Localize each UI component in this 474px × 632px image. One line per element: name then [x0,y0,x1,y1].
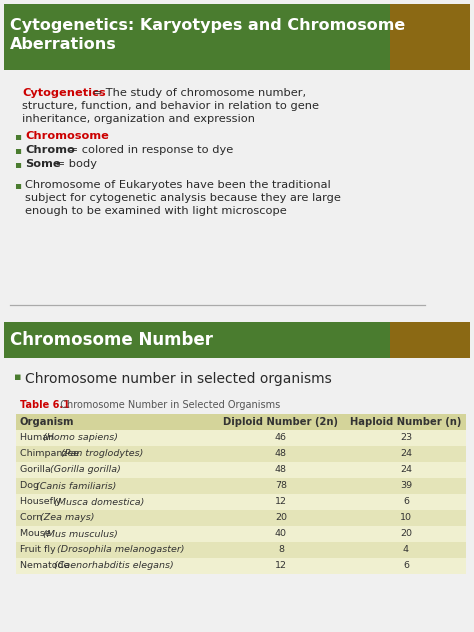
Text: Organism: Organism [20,417,74,427]
Text: Chromosome: Chromosome [25,131,109,141]
Text: Housefly: Housefly [20,497,64,506]
Text: Chromosome number in selected organisms: Chromosome number in selected organisms [25,372,332,386]
Text: (Gorilla gorilla): (Gorilla gorilla) [50,466,121,475]
Bar [16,494,466,510]
Text: Some: Some [25,159,61,169]
Text: = body: = body [52,159,97,169]
Bar [16,510,466,526]
Text: 4: 4 [403,545,409,554]
Bar [4,322,470,358]
Text: 39: 39 [400,482,412,490]
Text: Nematode: Nematode [20,561,73,571]
Text: 48: 48 [275,466,287,475]
Text: 78: 78 [275,482,287,490]
Text: Corn: Corn [20,513,45,523]
Text: 12: 12 [275,497,287,506]
Text: inheritance, organization and expression: inheritance, organization and expression [22,114,255,124]
Text: = The study of chromosome number,: = The study of chromosome number, [89,88,306,98]
Text: Dog: Dog [20,482,42,490]
Text: 20: 20 [275,513,287,523]
Text: 6: 6 [403,561,409,571]
Text: Gorilla: Gorilla [20,466,54,475]
Text: structure, function, and behavior in relation to gene: structure, function, and behavior in rel… [22,101,319,111]
Bar [16,446,466,462]
Text: Table 6.1: Table 6.1 [20,400,70,410]
Text: Diploid Number (2n): Diploid Number (2n) [224,417,338,427]
Text: 8: 8 [278,545,284,554]
Text: 20: 20 [400,530,412,538]
Text: Haploid Number (n): Haploid Number (n) [350,417,462,427]
Text: (Mus musculus): (Mus musculus) [43,530,118,538]
Text: (Drosophila melanogaster): (Drosophila melanogaster) [57,545,185,554]
Text: Cytogenetics: Karyotypes and Chromosome
Aberrations: Cytogenetics: Karyotypes and Chromosome … [10,18,405,52]
Text: (Zea mays): (Zea mays) [40,513,94,523]
Text: 6: 6 [403,497,409,506]
Text: 40: 40 [275,530,287,538]
Text: ▪: ▪ [14,145,21,155]
Bar [16,526,466,542]
Bar [16,558,466,574]
Text: (Canis familiaris): (Canis familiaris) [36,482,117,490]
Text: Fruit fly: Fruit fly [20,545,59,554]
Bar [4,4,470,70]
Text: = colored in response to dye: = colored in response to dye [65,145,233,155]
Text: Human: Human [20,434,57,442]
Text: Cytogenetics: Cytogenetics [22,88,106,98]
Text: subject for cytogenetic analysis because they are large: subject for cytogenetic analysis because… [25,193,341,203]
Text: 48: 48 [275,449,287,458]
Text: 23: 23 [400,434,412,442]
Text: (Musca domestica): (Musca domestica) [54,497,144,506]
Bar [390,4,470,70]
Text: 24: 24 [400,466,412,475]
Text: ▪: ▪ [14,159,21,169]
Text: (Homo sapiens): (Homo sapiens) [43,434,118,442]
Text: (Caenorhabditis elegans): (Caenorhabditis elegans) [54,561,173,571]
Bar [16,462,466,478]
Text: 46: 46 [275,434,287,442]
Text: (Pan troglodytes): (Pan troglodytes) [61,449,143,458]
Text: 10: 10 [400,513,412,523]
Text: Chimpanzee: Chimpanzee [20,449,82,458]
Bar [16,542,466,558]
Text: 12: 12 [275,561,287,571]
Text: ▪: ▪ [14,180,21,190]
Bar [16,430,466,446]
Text: ▪: ▪ [14,131,21,141]
Text: Chromo: Chromo [25,145,75,155]
Text: ▪: ▪ [14,372,21,382]
Text: Chromosome Number in Selected Organisms: Chromosome Number in Selected Organisms [54,400,280,410]
Bar [16,478,466,494]
Bar [390,322,470,358]
Bar [16,414,466,430]
Text: Chromosome Number: Chromosome Number [10,331,213,349]
Text: enough to be examined with light microscope: enough to be examined with light microsc… [25,206,287,216]
Text: Chromosome of Eukaryotes have been the traditional: Chromosome of Eukaryotes have been the t… [25,180,331,190]
Text: Mouse: Mouse [20,530,54,538]
Text: 24: 24 [400,449,412,458]
